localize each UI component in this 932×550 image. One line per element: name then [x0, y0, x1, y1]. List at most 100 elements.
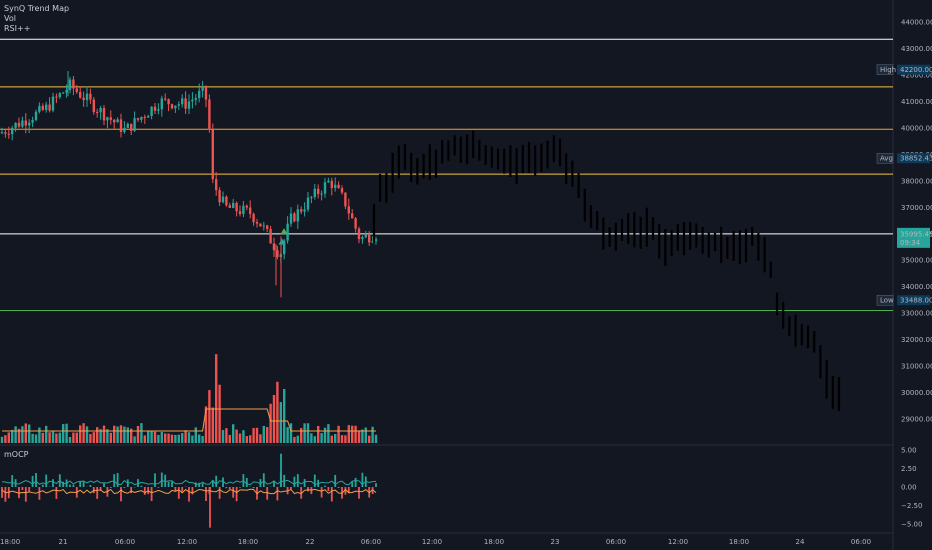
volume-bar [211, 407, 214, 443]
volume-bar [249, 435, 252, 443]
candle-body [235, 202, 238, 212]
price-tick-label: 35000.00 [901, 257, 932, 265]
candle-body [194, 98, 197, 100]
volume-bar [51, 431, 55, 443]
time-tick-label: 18:00 [484, 538, 504, 546]
candle-body [296, 209, 299, 222]
candle-body [14, 122, 17, 128]
volume-bar [92, 432, 95, 443]
volume-bar [174, 434, 177, 443]
candle-body [0, 132, 4, 134]
volume-bar [337, 425, 340, 443]
candle-body [17, 122, 21, 127]
volume-bar [41, 432, 44, 443]
candle-body [351, 213, 354, 219]
candle-body [116, 119, 119, 123]
volume-bar [113, 425, 116, 443]
candle-body [177, 104, 180, 106]
volume-bar [293, 436, 296, 443]
volume-bar [266, 427, 269, 443]
price-tick-label: 31000.00 [901, 363, 932, 371]
osc-tick-label: −5.00 [901, 521, 922, 529]
candle-body [21, 120, 24, 127]
volume-bar [296, 435, 299, 443]
candle-body [276, 250, 279, 258]
volume-bar [157, 434, 160, 443]
candle-body [130, 123, 133, 131]
indicator-title[interactable]: SynQ Trend Map [4, 4, 70, 13]
volume-bar [164, 433, 167, 443]
candle-body [337, 184, 340, 189]
candle-body [31, 120, 34, 123]
volume-bar [303, 423, 306, 443]
candle-body [310, 196, 313, 198]
candle-body [123, 127, 126, 132]
indicator-vol[interactable]: Vol [4, 14, 16, 23]
volume-bar [55, 433, 58, 443]
candle-body [174, 105, 177, 109]
volume-bar [371, 426, 374, 443]
candle-body [272, 243, 276, 251]
time-axis[interactable]: 18:00 21 06:00 12:00 18:00 22 06:00 12:00 18:00 2… [0, 538, 871, 546]
volume-bar [58, 432, 61, 443]
price-tick-label: 40000.00 [901, 124, 932, 132]
volume-bar [364, 427, 367, 443]
volume-ma-line [2, 408, 376, 432]
candle-body [187, 101, 191, 109]
candle-body [255, 222, 259, 224]
price-axis[interactable]: 44000.00 43000.00 42000.00 41000.00 40000.00… [876, 19, 932, 424]
candle-body [249, 207, 252, 214]
time-tick-label: 22 [306, 538, 315, 546]
candle-body [55, 96, 58, 98]
candle-body [347, 206, 350, 214]
candle-body [221, 196, 225, 203]
candle-body [327, 180, 330, 183]
volume-bar [82, 423, 85, 443]
time-tick-label: 18:00 [0, 538, 20, 546]
level-tag-value-box [897, 64, 930, 75]
candle-body [317, 188, 320, 194]
level-tag-box [876, 64, 894, 75]
volume-bar [65, 423, 68, 443]
price-tick-label: 38000.00 [901, 177, 932, 185]
time-tick-label: 12:00 [422, 538, 442, 546]
candle-body [211, 129, 214, 180]
osc-tick-label: −2.50 [901, 502, 922, 510]
candle-body [68, 79, 72, 90]
indicator-rsi[interactable]: RSI++ [4, 24, 31, 33]
volume-bar [232, 424, 235, 443]
volume-bar [272, 394, 276, 443]
candle-body [208, 99, 211, 130]
level-tag-box [876, 152, 894, 164]
volume-bar [79, 425, 82, 443]
oscillator-panel [1, 453, 377, 528]
volume-bar [255, 427, 259, 443]
volume-bar [245, 436, 248, 443]
volume-bar [235, 429, 238, 443]
time-tick-label: 06:00 [606, 538, 626, 546]
candles-historical [0, 70, 378, 298]
time-tick-label: 23 [551, 538, 560, 546]
volume-bar [310, 433, 313, 443]
volume-bar [89, 434, 92, 443]
price-tick-label: 37000.00 [901, 204, 932, 212]
volume-bar [7, 432, 10, 443]
indicator-mocp[interactable]: mOCP [4, 450, 29, 459]
candle-body [215, 179, 218, 191]
volume-bar [279, 402, 282, 443]
oscillator-axis[interactable]: 5.00 2.50 0.00 −2.50 −5.00 [901, 447, 922, 529]
signal-markers [278, 228, 288, 245]
candle-body [153, 106, 157, 111]
candle-body [106, 117, 109, 121]
volume-bar [123, 426, 126, 443]
candle-body [113, 119, 116, 123]
candle-body [252, 213, 255, 223]
osc-line [1, 488, 377, 495]
candle-body [289, 213, 293, 224]
candle-body [65, 89, 68, 93]
candle-body [334, 184, 337, 189]
volume-bar [320, 433, 323, 443]
price-tick-label: 41000.00 [901, 98, 932, 106]
volume-bar [269, 403, 272, 443]
